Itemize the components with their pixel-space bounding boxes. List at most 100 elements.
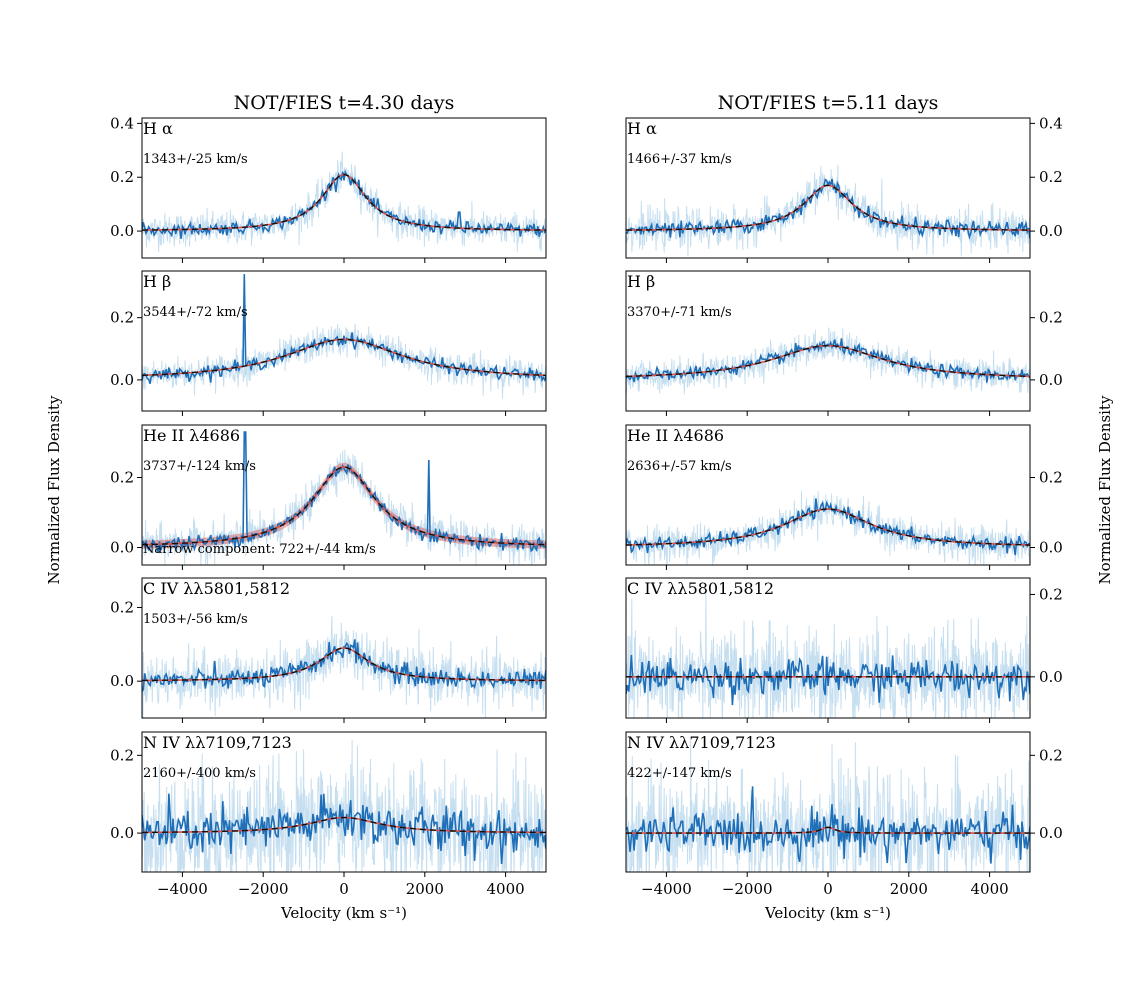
fit-line-dashed (626, 184, 1030, 231)
fwhm-label: 1343+/-25 km/s (143, 152, 248, 167)
panel-left-2: 0.0 0.2 H β 3544+/-72 km/s (110, 270, 547, 416)
fwhm-label: 1466+/-37 km/s (627, 152, 732, 167)
fit-line-dashed (142, 816, 546, 834)
panel-right-3: 0.0 0.2 He II λ4686 2636+/-57 km/s (625, 424, 1063, 570)
fit-line-dashed (142, 173, 546, 231)
line-label: He II λ4686 (627, 426, 724, 445)
y-tick-label: 0.2 (110, 469, 134, 487)
panel-right-4: 0.0 0.2 C IV λλ5801,5812 (625, 577, 1063, 723)
panel-right-5: 0.0 0.2 −4000 −2000 0 2000 4000 N IV λλ7109,712… (625, 731, 1063, 898)
fit-line-dashed (142, 338, 546, 377)
fwhm-label: 3544+/-72 km/s (143, 305, 248, 320)
y-tick-label: 0.2 (110, 168, 134, 186)
panel-left-5: 0.0 0.2 −4000 −2000 0 2000 4000 N IV λλ7109,712… (110, 731, 547, 898)
plot-area (626, 490, 1030, 565)
y-tick-label: 0.2 (1039, 168, 1063, 186)
plot-area (142, 615, 546, 718)
raw-spectrum-line (626, 327, 1030, 395)
plot-area (142, 739, 546, 872)
raw-spectrum-line (626, 164, 1030, 257)
column-title-right: NOT/FIES t=5.11 days (718, 92, 939, 114)
raw-spectrum-line (142, 615, 546, 718)
plot-area (626, 164, 1030, 257)
binned-spectrum-line (142, 274, 546, 385)
fwhm-label: 2160+/-400 km/s (143, 766, 256, 781)
y-tick-label: 0.2 (110, 309, 134, 327)
binned-spectrum-line (626, 338, 1030, 383)
line-label: H α (143, 119, 173, 138)
line-label: H β (143, 272, 171, 291)
panel-left-1: 0.0 0.2 0.4 H α 1343+/-25 km/s (110, 114, 547, 263)
y-tick-label: 0.0 (1039, 824, 1063, 842)
y-tick-label: 0.2 (1039, 585, 1063, 603)
line-label: H β (627, 272, 655, 291)
plot-area (142, 431, 546, 565)
x-axis-title-left: Velocity (km s⁻¹) (280, 904, 407, 922)
y-tick-label: 0.0 (1039, 539, 1063, 557)
y-tick-label: 0.0 (1039, 668, 1063, 686)
fwhm-label: 3370+/-71 km/s (627, 305, 732, 320)
y-tick-label: 0.0 (110, 371, 134, 389)
line-label: C IV λλ5801,5812 (627, 579, 774, 598)
x-tick-label: −2000 (238, 880, 289, 898)
line-label: N IV λλ7109,7123 (627, 733, 776, 752)
line-label: He II λ4686 (143, 426, 240, 445)
y-tick-label: 0.2 (1039, 469, 1063, 487)
fwhm-label: 1503+/-56 km/s (143, 612, 248, 627)
x-tick-label: −2000 (722, 880, 773, 898)
fwhm-label: 2636+/-57 km/s (627, 459, 732, 474)
y-tick-label: 0.0 (1039, 371, 1063, 389)
y-tick-label: 0.2 (110, 746, 134, 764)
line-label: N IV λλ7109,7123 (143, 733, 292, 752)
y-tick-label: 0.2 (1039, 309, 1063, 327)
narrow-component-label: Narrow component: 722+/-44 km/s (143, 542, 376, 557)
fit-line-red (626, 508, 1030, 546)
x-tick-label: 4000 (971, 880, 1009, 898)
x-tick-label: 2000 (890, 880, 928, 898)
y-tick-label: 0.0 (110, 672, 134, 690)
plot-area (142, 151, 546, 253)
y-axis-title-right: Normalized Flux Density (1096, 395, 1114, 584)
fit-line-red (142, 647, 546, 682)
x-tick-label: 4000 (487, 880, 525, 898)
fit-line-dashed (626, 826, 1030, 834)
fit-uncertainty-band (142, 462, 546, 549)
y-tick-label: 0.0 (1039, 222, 1063, 240)
fwhm-label: 422+/-147 km/s (627, 766, 732, 781)
panel-frame (625, 270, 1031, 412)
raw-spectrum-line (626, 739, 1030, 872)
x-tick-label: 0 (339, 880, 349, 898)
panel-right-2: 0.0 0.2 H β 3370+/-71 km/s (625, 270, 1063, 416)
binned-spectrum-line (142, 431, 546, 553)
panel-left-3: 0.0 0.2 He II λ4686 3737+/-124 km/s Narrow c… (110, 424, 547, 570)
panel-left-4: 0.0 0.2 C IV λλ5801,5812 1503+/-56 km/s (110, 577, 547, 723)
x-tick-label: 0 (823, 880, 833, 898)
column-title-left: NOT/FIES t=4.30 days (234, 92, 455, 114)
x-tick-label: −4000 (641, 880, 692, 898)
binned-spectrum-line (142, 169, 546, 239)
fit-line-dashed (626, 345, 1030, 378)
x-tick-label: 2000 (406, 880, 444, 898)
binned-spectrum-line (626, 786, 1030, 864)
y-tick-label: 0.0 (110, 824, 134, 842)
y-tick-label: 0.4 (110, 114, 134, 132)
y-tick-label: 0.0 (110, 539, 134, 557)
plot-area (626, 327, 1030, 395)
plot-area (626, 592, 1030, 718)
raw-spectrum-line (142, 323, 546, 399)
binned-spectrum-line (626, 654, 1030, 706)
x-tick-label: −4000 (157, 880, 208, 898)
x-axis-title-right: Velocity (km s⁻¹) (764, 904, 891, 922)
y-tick-label: 0.4 (1039, 114, 1063, 132)
panel-grid: 0.0 0.2 0.4 H α 1343+/-25 km/s 0.0 0.2 H β 3544+… (110, 114, 1063, 898)
plot-area (142, 274, 546, 399)
line-label: C IV λλ5801,5812 (143, 579, 290, 598)
fit-line-dashed (142, 466, 546, 546)
fwhm-label: 3737+/-124 km/s (143, 459, 256, 474)
raw-spectrum-line (626, 490, 1030, 565)
y-tick-label: 0.2 (1039, 746, 1063, 764)
line-label: H α (627, 119, 657, 138)
panel-right-1: 0.0 0.2 0.4 H α 1466+/-37 km/s (625, 114, 1063, 263)
y-tick-label: 0.2 (110, 598, 134, 616)
